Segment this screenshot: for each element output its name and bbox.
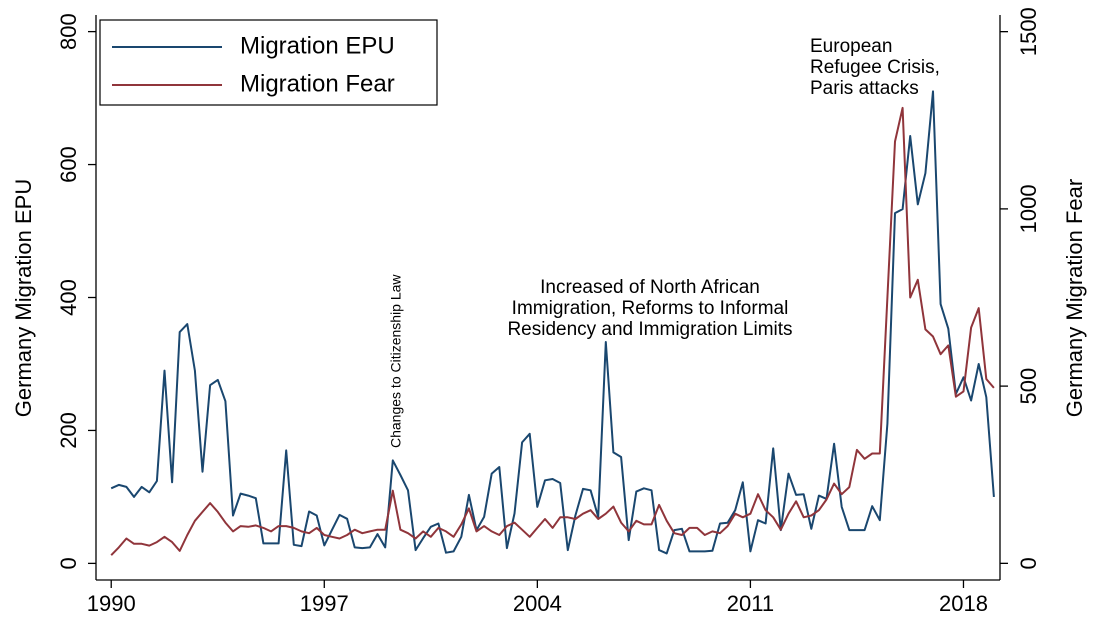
y-axis-label: Germany Migration EPU [11, 179, 36, 417]
y-tick-label: 0 [56, 557, 81, 569]
x-tick-label: 2011 [727, 591, 774, 616]
annotation: Changes to Citizenship Law [388, 274, 404, 448]
legend-box [99, 19, 438, 106]
y-tick-label: 400 [56, 279, 81, 316]
y-tick-label: 200 [56, 412, 81, 449]
y2-axis-label: Germany Migration Fear [1062, 179, 1087, 417]
x-tick-label: 1990 [87, 591, 136, 616]
legend-label: Migration Fear [240, 70, 395, 97]
y2-tick-label: 0 [1016, 557, 1041, 569]
y-tick-label: 600 [56, 146, 81, 183]
annotation: Refugee Crisis, [810, 57, 940, 78]
annotation: Residency and Immigration Limits [507, 319, 792, 340]
x-tick-label: 2018 [939, 591, 988, 616]
annotation: Immigration, Reforms to Informal [512, 298, 789, 319]
line-series [110, 106, 995, 556]
annotation: European [810, 36, 892, 57]
y2-tick-label: 1500 [1016, 7, 1041, 56]
annotation: Paris attacks [810, 78, 919, 99]
x-tick-label: 2004 [513, 591, 562, 616]
y-tick-label: 800 [56, 13, 81, 50]
y2-tick-label: 500 [1016, 368, 1041, 405]
annotation: Increased of North African [540, 277, 760, 298]
y2-tick-label: 1000 [1016, 184, 1041, 233]
legend-label: Migration EPU [240, 32, 395, 59]
line-series [110, 90, 995, 555]
x-tick-label: 1997 [300, 591, 349, 616]
